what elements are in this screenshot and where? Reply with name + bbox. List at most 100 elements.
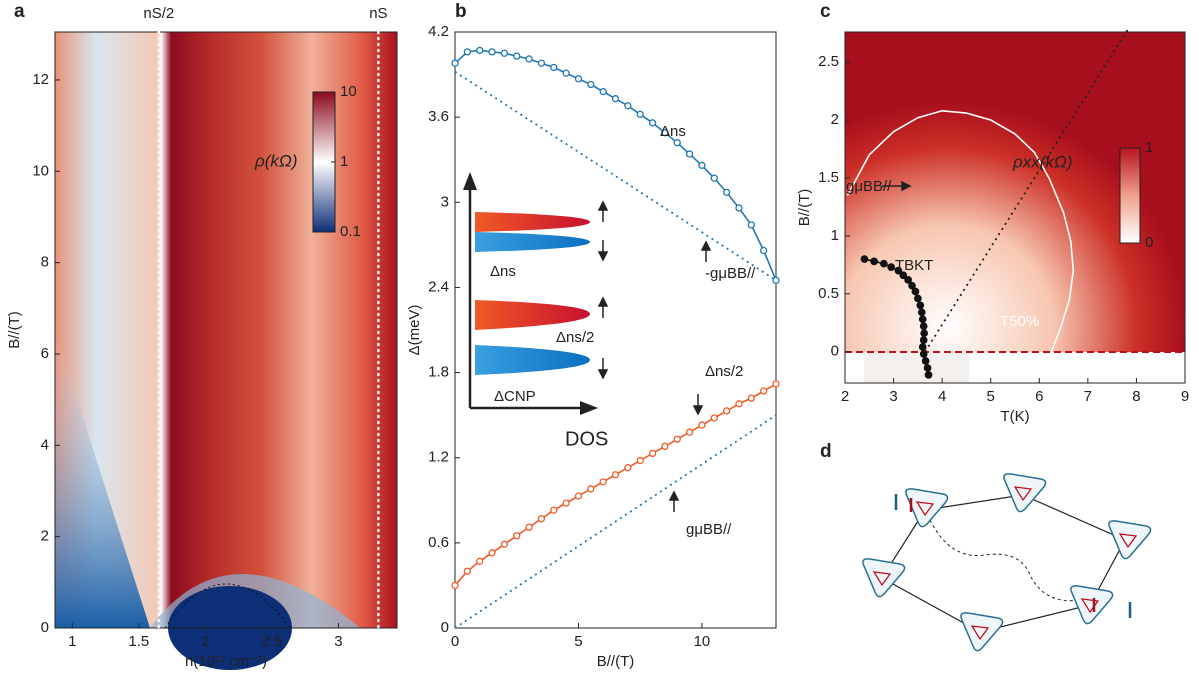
annotation: Δns/2 [556, 329, 594, 346]
point [904, 276, 912, 284]
point [735, 204, 743, 212]
y-tick-label: 2 [831, 111, 839, 128]
y-tick-label: 0.6 [428, 534, 449, 551]
colorbar-tick-label: 1 [1145, 139, 1153, 156]
point [611, 471, 620, 479]
axes-frame [54, 31, 398, 629]
point [914, 294, 922, 303]
point [772, 276, 780, 284]
y-axis-label: B//(T) [796, 189, 813, 227]
colorbar-label: ρ(kΩ) [254, 151, 298, 170]
point [860, 255, 869, 263]
point [574, 492, 583, 500]
inset [463, 172, 912, 512]
annotation: gμBB// [686, 521, 732, 538]
point [870, 257, 878, 266]
panel-label: d [820, 441, 832, 462]
series-line [454, 414, 777, 629]
panel-label: c [820, 1, 831, 22]
point [587, 80, 595, 89]
annotation: gμBB// [846, 178, 892, 195]
y-tick-label: 0 [41, 619, 49, 636]
point [500, 49, 509, 57]
point [550, 506, 558, 514]
x-tick-label: 3 [889, 388, 897, 405]
point [919, 350, 928, 358]
x-tick-label: 8 [1132, 388, 1140, 405]
point [921, 357, 930, 365]
point [698, 161, 706, 170]
x-tick-label: 1 [68, 633, 76, 650]
panel-label: b [455, 1, 467, 22]
y-tick-label: 1 [831, 227, 839, 244]
diagram-d [862, 473, 1152, 652]
axes-frame [454, 31, 777, 629]
point [710, 414, 718, 422]
annotation: Δns/2 [705, 363, 743, 380]
y-tick-label: 0.5 [818, 285, 839, 302]
point [451, 581, 459, 590]
point [513, 52, 521, 60]
point [451, 59, 459, 67]
point [587, 485, 595, 493]
y-tick-label: 10 [32, 162, 49, 179]
point [673, 435, 681, 443]
point [735, 400, 743, 408]
point [624, 102, 632, 110]
y-tick-label: 2.4 [428, 278, 449, 295]
point [500, 540, 509, 548]
axes-frame [844, 31, 1186, 384]
y-tick-label: 4.2 [428, 23, 449, 40]
point [919, 336, 928, 344]
y-tick-label: 4 [41, 436, 49, 453]
point [894, 266, 903, 275]
x-tick-label: 9 [1181, 388, 1189, 405]
point [920, 329, 929, 338]
annotation: Δns [660, 123, 686, 140]
x-axis-label: n(10¹² cm⁻²) [185, 653, 267, 670]
colorbar-tick-label: 0.1 [340, 223, 361, 240]
heatmap-c-strip [864, 352, 969, 383]
point [463, 567, 471, 575]
point [760, 246, 768, 255]
point [747, 221, 755, 229]
point [924, 371, 933, 379]
point [599, 478, 607, 486]
point [880, 259, 888, 268]
colorbar-tick-label: 1 [340, 153, 348, 170]
y-tick-label: 8 [41, 254, 49, 271]
point [488, 549, 496, 557]
point [513, 532, 521, 540]
point [611, 95, 620, 103]
point [911, 287, 920, 296]
series-line [846, 109, 1075, 353]
point [887, 263, 895, 272]
point [525, 523, 533, 531]
point [648, 449, 657, 458]
colorbar-label: ρxx(kΩ) [1012, 152, 1073, 171]
annotation: DOS [565, 428, 608, 450]
point [908, 281, 916, 290]
point [537, 59, 546, 67]
point [685, 428, 694, 436]
point [661, 129, 669, 137]
point [916, 301, 925, 310]
x-tick-label: 0 [451, 633, 459, 650]
y-tick-label: 12 [32, 71, 49, 88]
y-tick-label: 2.5 [818, 53, 839, 70]
point [488, 48, 496, 56]
x-axis-label: T(K) [1000, 408, 1029, 425]
x-tick-label: 5 [574, 633, 582, 650]
y-tick-label: 1.5 [818, 169, 839, 186]
point [624, 463, 632, 472]
point [722, 188, 731, 197]
point [760, 387, 768, 395]
series-line [454, 70, 777, 282]
x-tick-label: 5 [987, 388, 995, 405]
point [685, 150, 694, 158]
colorbar [1119, 147, 1141, 244]
point [550, 63, 558, 72]
x-tick-label: 2 [201, 633, 209, 650]
y-tick-label: 3 [441, 193, 449, 210]
